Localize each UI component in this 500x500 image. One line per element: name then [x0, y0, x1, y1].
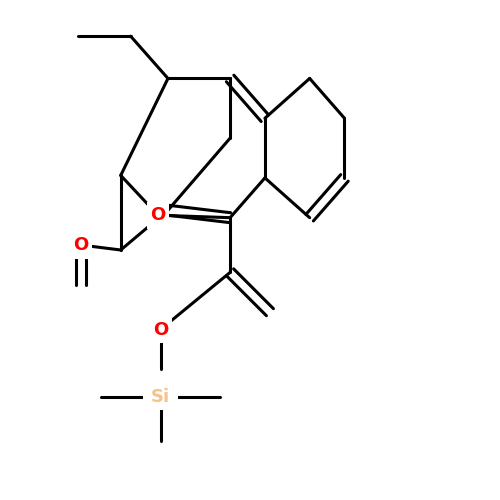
FancyBboxPatch shape [147, 202, 169, 229]
Text: O: O [150, 206, 166, 224]
Text: Si: Si [151, 388, 170, 406]
FancyBboxPatch shape [143, 383, 178, 410]
Text: O: O [153, 320, 168, 338]
FancyBboxPatch shape [150, 316, 172, 343]
FancyBboxPatch shape [70, 232, 92, 258]
Text: O: O [74, 236, 88, 254]
